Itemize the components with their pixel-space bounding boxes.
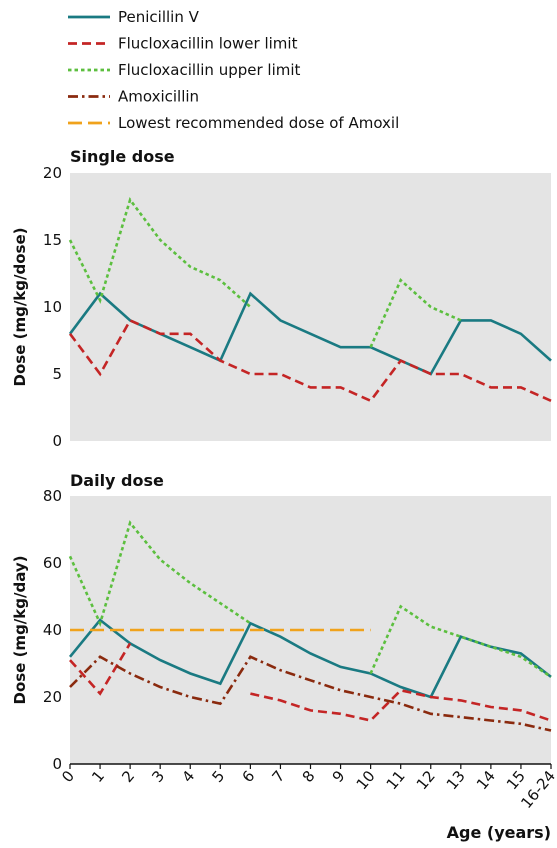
series-line-flucloxacillin-lower-limit: [68, 318, 552, 403]
series-line-amoxicillin: [69, 655, 552, 732]
y-tick-label: 0: [52, 432, 62, 450]
x-tick-label: 10: [353, 767, 379, 793]
single-dose-title: Single dose: [70, 147, 175, 166]
x-tick-label: 8: [299, 767, 319, 786]
single-dose-y-axis-label: Dose (mg/kg/dose): [11, 228, 29, 387]
series-line-flucloxacillin-lower-limit: [69, 642, 552, 722]
series-line-flucloxacillin-upper-limit: [68, 520, 552, 678]
y-tick-label: 40: [43, 621, 62, 639]
legend-label-lowest-recommended-dose-of-amoxil: Lowest recommended dose of Amoxil: [118, 114, 399, 132]
x-tick-label: 14: [473, 767, 499, 793]
x-tick-label: 6: [239, 767, 259, 786]
x-tick-label: 12: [413, 767, 439, 793]
daily-dose-series: [68, 520, 552, 732]
x-tick-label: 1: [88, 767, 108, 786]
y-tick-label: 5: [52, 365, 62, 383]
x-tick-label: 5: [208, 767, 228, 786]
x-tick-label: 3: [148, 767, 168, 786]
y-tick-label: 80: [43, 487, 62, 505]
legend-label-penicillin-v: Penicillin V: [118, 8, 200, 26]
x-tick-label: 7: [269, 767, 289, 786]
single-dose-y-ticks: 0 5 10 15 20: [43, 164, 62, 450]
legend-label-flucloxacillin-lower-limit: Flucloxacillin lower limit: [118, 35, 298, 53]
legend-label-flucloxacillin-upper-limit: Flucloxacillin upper limit: [118, 61, 301, 79]
x-tick-label: 4: [178, 767, 198, 786]
single-dose-panel: Single dose Dose (mg/kg/dose) 0 5 10 15 20: [11, 147, 552, 450]
daily-dose-title: Daily dose: [70, 471, 164, 490]
y-tick-label: 15: [43, 231, 62, 249]
x-tick-label: 9: [329, 767, 349, 786]
x-tick-label: 11: [383, 767, 409, 793]
x-tick-label: 15: [503, 767, 529, 793]
y-tick-label: 60: [43, 554, 62, 572]
series-line-flucloxacillin-upper-limit: [68, 196, 462, 348]
single-dose-series: [68, 196, 552, 403]
legend-label-amoxicillin: Amoxicillin: [118, 88, 199, 106]
y-tick-label: 20: [43, 688, 62, 706]
daily-dose-y-axis-label: Dose (mg/kg/day): [11, 555, 29, 704]
y-tick-label: 0: [52, 755, 62, 773]
daily-dose-y-ticks: 0 20 40 60 80: [43, 487, 62, 773]
y-tick-label: 20: [43, 164, 62, 182]
legend: Penicillin V Flucloxacillin lower limit Fl…: [68, 8, 399, 132]
y-tick-label: 10: [43, 298, 62, 316]
x-tick-label: 2: [118, 767, 138, 786]
x-axis-label: Age (years): [447, 823, 551, 842]
x-tick-label: 13: [443, 767, 469, 793]
single-dose-plot-area: [70, 173, 551, 441]
x-tick-label: 0: [58, 767, 78, 786]
